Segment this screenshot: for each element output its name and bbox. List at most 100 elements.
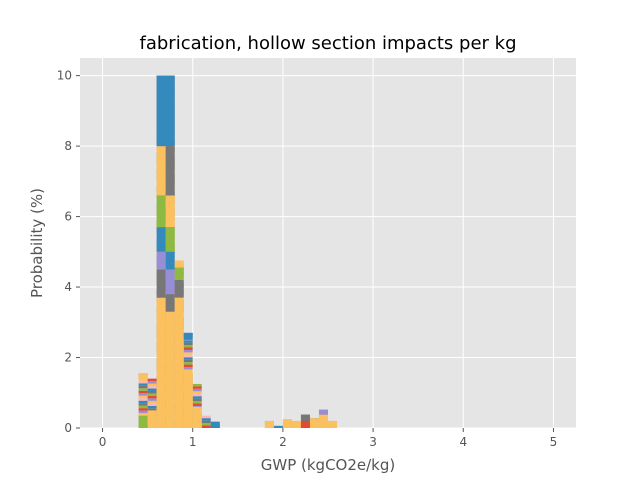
x-axis-label: GWP (kgCO2e/kg) [261, 456, 396, 474]
axes-background [80, 58, 576, 428]
histogram-segment [183, 340, 193, 343]
histogram-segment [183, 354, 193, 358]
histogram-segment [165, 294, 175, 312]
histogram-segment [165, 251, 175, 270]
histogram-segment [147, 383, 157, 387]
histogram-segment [183, 352, 193, 355]
histogram-segment [156, 297, 166, 428]
histogram-segment [183, 369, 193, 372]
histogram-segment [300, 414, 310, 421]
histogram-segment [201, 420, 211, 424]
histogram-segment [156, 227, 166, 252]
histogram-segment [210, 421, 220, 428]
histogram-segment [201, 425, 211, 428]
histogram-segment [183, 367, 193, 370]
histogram-segment [156, 195, 166, 228]
histogram-segment [328, 420, 338, 428]
y-tick-label: 10 [57, 69, 72, 83]
histogram-segment [300, 420, 310, 428]
histogram-segment [138, 383, 148, 386]
histogram-segment [147, 378, 157, 382]
histogram-segment [156, 75, 175, 147]
histogram-segment [138, 373, 148, 379]
histogram-segment [147, 393, 157, 396]
histogram-segment [183, 359, 193, 363]
y-axis-ticks: 0 2 4 6 8 10 [57, 69, 80, 435]
y-tick-label: 4 [64, 280, 72, 294]
x-axis-ticks: 0 1 2 3 4 5 [99, 428, 557, 449]
histogram-segment [138, 405, 148, 409]
histogram-segment [174, 267, 184, 280]
x-tick-label: 3 [369, 435, 377, 449]
histogram-segment [147, 388, 157, 391]
histogram-segment [183, 364, 193, 368]
histogram-segment [138, 378, 148, 381]
histogram-segment [147, 405, 157, 409]
histogram-segment [192, 393, 202, 397]
x-tick-label: 0 [99, 435, 107, 449]
histogram-segment [201, 423, 211, 426]
histogram-segment [201, 415, 211, 419]
histogram-segment [174, 260, 184, 268]
y-tick-label: 2 [64, 351, 72, 365]
y-tick-label: 8 [64, 139, 72, 153]
histogram-segment [309, 418, 319, 428]
histogram-segment [138, 398, 148, 401]
histogram-segment [183, 347, 193, 350]
histogram-segment [138, 415, 148, 428]
y-tick-label: 6 [64, 210, 72, 224]
x-tick-label: 4 [459, 435, 467, 449]
histogram-segment [147, 395, 157, 399]
histogram-segment [165, 311, 175, 428]
histogram-segment [138, 408, 148, 411]
histogram-segment [192, 383, 202, 387]
histogram-segment [147, 410, 157, 428]
histogram-segment [147, 398, 157, 401]
histogram-segment [183, 362, 193, 365]
histogram-segment [192, 401, 202, 404]
histogram-segment [138, 400, 148, 404]
histogram-segment [165, 227, 175, 252]
histogram-segment [192, 396, 202, 399]
histogram-segment [165, 146, 175, 196]
y-axis-label: Probability (%) [28, 188, 46, 298]
histogram-segment [273, 425, 283, 428]
histogram-segment [291, 420, 301, 428]
histogram-segment [138, 403, 148, 406]
histogram-segment [147, 386, 157, 389]
histogram-segment [138, 393, 148, 396]
histogram-segment [201, 418, 211, 421]
histogram-segment [192, 398, 202, 402]
histogram-segment [156, 146, 166, 196]
histogram-segment [147, 400, 157, 404]
histogram-segment [183, 345, 193, 348]
histogram-segment [147, 408, 157, 411]
histogram-segment [165, 195, 175, 228]
histogram-bars [138, 75, 338, 428]
histogram-segment [138, 380, 148, 384]
histogram-segment [147, 391, 157, 394]
histogram-segment [138, 395, 148, 399]
histogram-segment [138, 388, 148, 391]
histogram-segment [183, 371, 193, 428]
histogram-segment [192, 386, 202, 389]
histogram-segment [138, 410, 148, 414]
histogram-segment [183, 349, 193, 353]
histogram-segment [138, 413, 148, 416]
histogram-segment [264, 420, 274, 428]
x-tick-label: 1 [189, 435, 197, 449]
histogram-segment [318, 414, 328, 428]
histogram-segment [174, 297, 184, 428]
histogram-segment [138, 390, 148, 394]
histogram-segment [318, 409, 328, 415]
histogram-segment [147, 403, 157, 406]
y-tick-label: 0 [64, 421, 72, 435]
histogram-segment [183, 332, 193, 340]
histogram-segment [282, 419, 292, 428]
histogram-segment [156, 251, 166, 270]
chart-title: fabrication, hollow section impacts per … [140, 33, 517, 54]
x-tick-label: 2 [279, 435, 287, 449]
histogram-segment [183, 342, 193, 346]
histogram-segment [147, 381, 157, 384]
